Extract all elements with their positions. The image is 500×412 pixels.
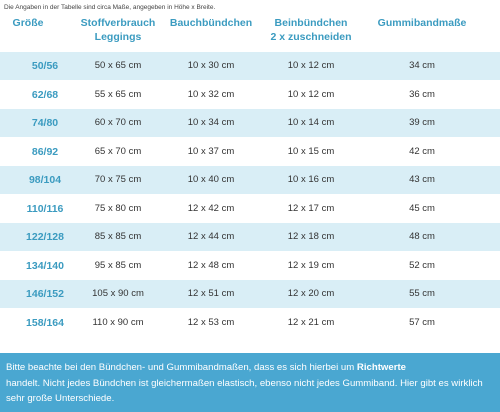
cell-fabric: 85 x 85 cm: [94, 231, 142, 242]
footer-text-part1: Bitte beachte bei den Bündchen- und Gumm…: [6, 362, 357, 373]
cell-fabric: 70 x 75 cm: [94, 174, 142, 185]
cell-size: 110/116: [26, 202, 64, 215]
cell-size: 158/164: [26, 316, 64, 329]
cell-waist: 10 x 40 cm: [187, 174, 235, 185]
cell-elastic: 45 cm: [409, 202, 435, 214]
cell-elastic: 57 cm: [409, 316, 435, 328]
header-leg: Beinbündchen 2 x zuschneiden: [256, 16, 366, 44]
cell-size: 146/152: [26, 288, 64, 300]
cell-size: 50/56: [31, 60, 59, 72]
cell-fabric: 75 x 80 cm: [94, 202, 142, 214]
cell-leg: 10 x 12 cm: [287, 88, 335, 100]
header-waist: Bauchbündchen: [169, 17, 253, 29]
cell-fabric: 95 x 85 cm: [94, 259, 142, 271]
table-row: 122/128 85 x 85 cm 12 x 44 cm 12 x 18 cm…: [0, 223, 500, 251]
header-fabric-line2: Leggings: [94, 31, 142, 43]
cell-elastic: 36 cm: [409, 88, 435, 100]
cell-waist: 12 x 53 cm: [187, 316, 235, 328]
cell-leg: 10 x 12 cm: [287, 60, 335, 71]
table-row: 74/80 60 x 70 cm 10 x 34 cm 10 x 14 cm 3…: [0, 109, 500, 137]
cell-size: 98/104: [28, 174, 62, 186]
cell-size: 86/92: [31, 145, 59, 158]
footer-text: Bitte beachte bei den Bündchen- und Gumm…: [6, 360, 496, 407]
cell-leg: 10 x 14 cm: [287, 117, 335, 128]
table-header: Größe Stoffverbrauch Leggings Bauchbündc…: [0, 14, 500, 54]
cell-waist: 10 x 34 cm: [187, 117, 235, 128]
header-fabric-line1: Stoffverbrauch: [80, 17, 156, 29]
cell-leg: 12 x 21 cm: [287, 316, 335, 328]
cell-size: 74/80: [31, 117, 59, 129]
cell-fabric: 110 x 90 cm: [92, 316, 144, 328]
table-row: 62/68 55 x 65 cm 10 x 32 cm 10 x 12 cm 3…: [0, 81, 500, 109]
cell-fabric: 65 x 70 cm: [94, 145, 142, 157]
table-row: 134/140 95 x 85 cm 12 x 48 cm 12 x 19 cm…: [0, 252, 500, 280]
table-row: 146/152 105 x 90 cm 12 x 51 cm 12 x 20 c…: [0, 280, 500, 308]
cell-waist: 10 x 32 cm: [187, 88, 235, 100]
header-leg-line2: 2 x zuschneiden: [270, 31, 352, 43]
cell-waist: 10 x 30 cm: [187, 60, 235, 71]
footer-text-bold: Richtwerte: [356, 362, 406, 373]
cell-waist: 12 x 51 cm: [187, 288, 235, 299]
cell-elastic: 42 cm: [409, 145, 435, 157]
cell-waist: 12 x 42 cm: [187, 202, 235, 214]
cell-leg: 10 x 15 cm: [287, 145, 335, 157]
header-leg-line1: Beinbündchen: [274, 17, 348, 29]
cell-fabric: 60 x 70 cm: [94, 117, 142, 128]
cell-fabric: 105 x 90 cm: [92, 288, 144, 299]
header-size: Größe: [12, 17, 44, 29]
table-row: 158/164 110 x 90 cm 12 x 53 cm 12 x 21 c…: [0, 309, 500, 337]
cell-elastic: 39 cm: [409, 117, 435, 128]
cell-waist: 12 x 44 cm: [187, 231, 235, 242]
footer-text-part2: handelt. Nicht jedes Bündchen ist gleich…: [6, 377, 483, 405]
cell-elastic: 52 cm: [409, 259, 435, 271]
cell-elastic: 55 cm: [409, 288, 435, 299]
table-row: 98/104 70 x 75 cm 10 x 40 cm 10 x 16 cm …: [0, 166, 500, 194]
cell-size: 62/68: [31, 88, 59, 101]
cell-size: 134/140: [26, 259, 64, 272]
header-elastic: Gummibandmaße: [377, 17, 467, 29]
cell-leg: 12 x 18 cm: [287, 231, 335, 242]
table-row: 50/56 50 x 65 cm 10 x 30 cm 10 x 12 cm 3…: [0, 52, 500, 80]
cell-leg: 12 x 19 cm: [287, 259, 335, 271]
footer-note: Bitte beachte bei den Bündchen- und Gumm…: [0, 353, 500, 412]
cell-elastic: 48 cm: [409, 231, 435, 242]
cell-leg: 12 x 17 cm: [287, 202, 335, 214]
cell-leg: 12 x 20 cm: [287, 288, 335, 299]
cell-size: 122/128: [26, 231, 64, 243]
table-row: 110/116 75 x 80 cm 12 x 42 cm 12 x 17 cm…: [0, 195, 500, 223]
cell-waist: 12 x 48 cm: [187, 259, 235, 271]
cell-waist: 10 x 37 cm: [187, 145, 235, 157]
cell-fabric: 55 x 65 cm: [94, 88, 142, 100]
cell-fabric: 50 x 65 cm: [94, 60, 142, 71]
cell-leg: 10 x 16 cm: [287, 174, 335, 185]
cell-elastic: 34 cm: [409, 60, 435, 71]
table-row: 86/92 65 x 70 cm 10 x 37 cm 10 x 15 cm 4…: [0, 138, 500, 166]
table-caption: Die Angaben in der Tabelle sind circa Ma…: [4, 4, 216, 11]
cell-elastic: 43 cm: [409, 174, 435, 185]
header-fabric: Stoffverbrauch Leggings: [70, 16, 166, 44]
